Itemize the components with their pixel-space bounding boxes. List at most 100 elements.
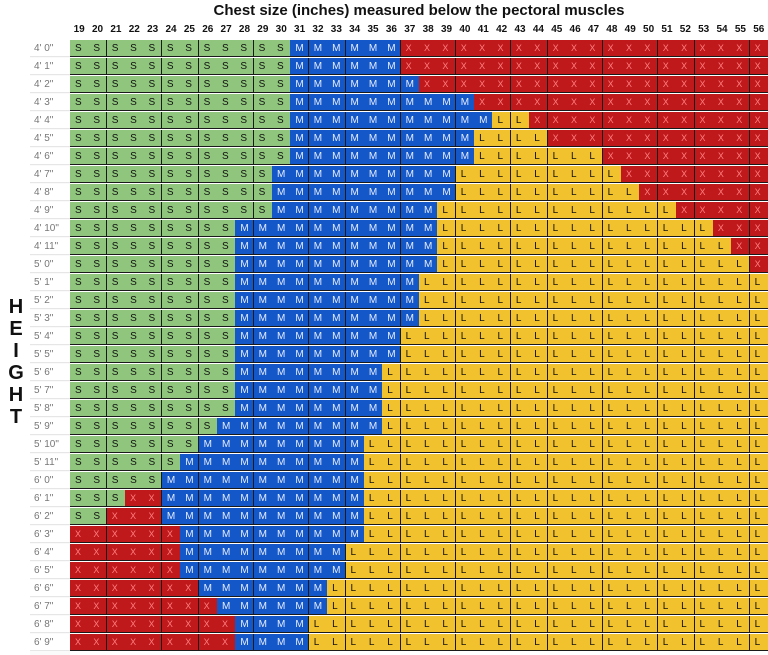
cell-large[interactable]: L bbox=[565, 238, 585, 255]
cell-small[interactable]: S bbox=[198, 166, 218, 183]
cell-medium[interactable]: M bbox=[272, 184, 292, 201]
cell-large[interactable]: L bbox=[529, 310, 549, 327]
cell-small[interactable]: S bbox=[143, 382, 163, 399]
cell-medium[interactable]: M bbox=[253, 634, 273, 651]
cell-medium[interactable]: M bbox=[272, 634, 292, 651]
cell-small[interactable]: S bbox=[106, 490, 126, 507]
cell-not-available[interactable]: X bbox=[676, 148, 696, 165]
cell-not-available[interactable]: X bbox=[565, 58, 585, 75]
cell-small[interactable]: S bbox=[106, 130, 126, 147]
cell-small[interactable]: S bbox=[180, 58, 200, 75]
cell-medium[interactable]: M bbox=[308, 364, 328, 381]
cell-large[interactable]: L bbox=[492, 292, 512, 309]
cell-not-available[interactable]: X bbox=[731, 220, 751, 237]
cell-small[interactable]: S bbox=[106, 472, 126, 489]
cell-small[interactable]: S bbox=[216, 202, 236, 219]
cell-medium[interactable]: M bbox=[290, 166, 310, 183]
cell-medium[interactable]: M bbox=[327, 328, 347, 345]
cell-not-available[interactable]: X bbox=[749, 112, 768, 129]
cell-small[interactable]: S bbox=[161, 148, 181, 165]
cell-not-available[interactable]: X bbox=[676, 94, 696, 111]
cell-small[interactable]: S bbox=[235, 94, 255, 111]
cell-not-available[interactable]: X bbox=[216, 616, 236, 633]
cell-not-available[interactable]: X bbox=[694, 130, 714, 147]
cell-large[interactable]: L bbox=[749, 544, 768, 561]
cell-large[interactable]: L bbox=[510, 382, 530, 399]
cell-large[interactable]: L bbox=[584, 526, 604, 543]
cell-small[interactable]: S bbox=[88, 400, 108, 417]
cell-large[interactable]: L bbox=[363, 544, 383, 561]
cell-small[interactable]: S bbox=[106, 274, 126, 291]
cell-large[interactable]: L bbox=[382, 382, 402, 399]
cell-large[interactable]: L bbox=[345, 598, 365, 615]
cell-large[interactable]: L bbox=[363, 616, 383, 633]
cell-large[interactable]: L bbox=[382, 490, 402, 507]
cell-large[interactable]: L bbox=[492, 130, 512, 147]
cell-large[interactable]: L bbox=[694, 634, 714, 651]
cell-large[interactable]: L bbox=[694, 310, 714, 327]
cell-large[interactable]: L bbox=[621, 328, 641, 345]
cell-small[interactable]: S bbox=[125, 274, 145, 291]
cell-not-available[interactable]: X bbox=[510, 76, 530, 93]
cell-small[interactable]: S bbox=[70, 418, 89, 435]
cell-small[interactable]: S bbox=[88, 238, 108, 255]
cell-large[interactable]: L bbox=[455, 418, 475, 435]
cell-large[interactable]: L bbox=[657, 454, 677, 471]
row-header[interactable]: 4' 8" bbox=[30, 184, 70, 201]
cell-not-available[interactable]: X bbox=[621, 94, 641, 111]
cell-not-available[interactable]: X bbox=[621, 112, 641, 129]
cell-large[interactable]: L bbox=[749, 454, 768, 471]
cell-medium[interactable]: M bbox=[308, 544, 328, 561]
cell-not-available[interactable]: X bbox=[161, 616, 181, 633]
cell-medium[interactable]: M bbox=[290, 580, 310, 597]
cell-small[interactable]: S bbox=[216, 166, 236, 183]
cell-medium[interactable]: M bbox=[235, 544, 255, 561]
cell-large[interactable]: L bbox=[565, 328, 585, 345]
cell-medium[interactable]: M bbox=[308, 490, 328, 507]
cell-large[interactable]: L bbox=[474, 436, 494, 453]
cell-small[interactable]: S bbox=[125, 130, 145, 147]
cell-small[interactable]: S bbox=[216, 238, 236, 255]
cell-large[interactable]: L bbox=[437, 400, 457, 417]
cell-small[interactable]: S bbox=[106, 220, 126, 237]
cell-medium[interactable]: M bbox=[235, 616, 255, 633]
cell-large[interactable]: L bbox=[382, 364, 402, 381]
cell-small[interactable]: S bbox=[70, 148, 89, 165]
cell-small[interactable]: S bbox=[88, 292, 108, 309]
cell-not-available[interactable]: X bbox=[584, 130, 604, 147]
cell-small[interactable]: S bbox=[235, 166, 255, 183]
cell-large[interactable]: L bbox=[584, 328, 604, 345]
cell-medium[interactable]: M bbox=[308, 328, 328, 345]
cell-medium[interactable]: M bbox=[308, 472, 328, 489]
cell-large[interactable]: L bbox=[455, 166, 475, 183]
cell-large[interactable]: L bbox=[676, 220, 696, 237]
cell-medium[interactable]: M bbox=[308, 310, 328, 327]
cell-large[interactable]: L bbox=[419, 616, 438, 633]
cell-large[interactable]: L bbox=[657, 292, 677, 309]
cell-medium[interactable]: M bbox=[327, 148, 347, 165]
cell-not-available[interactable]: X bbox=[749, 58, 768, 75]
cell-medium[interactable]: M bbox=[308, 112, 328, 129]
cell-large[interactable]: L bbox=[547, 256, 567, 273]
cell-large[interactable]: L bbox=[455, 328, 475, 345]
cell-not-available[interactable]: X bbox=[749, 238, 768, 255]
cell-large[interactable]: L bbox=[382, 472, 402, 489]
cell-large[interactable]: L bbox=[327, 634, 347, 651]
cell-small[interactable]: S bbox=[216, 112, 236, 129]
cell-large[interactable]: L bbox=[712, 580, 732, 597]
cell-large[interactable]: L bbox=[694, 328, 714, 345]
cell-not-available[interactable]: X bbox=[565, 76, 585, 93]
cell-large[interactable]: L bbox=[437, 562, 457, 579]
cell-medium[interactable]: M bbox=[345, 274, 365, 291]
cell-medium[interactable]: M bbox=[345, 418, 365, 435]
cell-small[interactable]: S bbox=[216, 310, 236, 327]
cell-large[interactable]: L bbox=[363, 562, 383, 579]
cell-large[interactable]: L bbox=[419, 490, 438, 507]
cell-medium[interactable]: M bbox=[235, 508, 255, 525]
cell-not-available[interactable]: X bbox=[694, 184, 714, 201]
cell-medium[interactable]: M bbox=[363, 292, 383, 309]
cell-not-available[interactable]: X bbox=[621, 40, 641, 57]
cell-medium[interactable]: M bbox=[345, 220, 365, 237]
cell-large[interactable]: L bbox=[621, 544, 641, 561]
cell-large[interactable]: L bbox=[419, 346, 438, 363]
